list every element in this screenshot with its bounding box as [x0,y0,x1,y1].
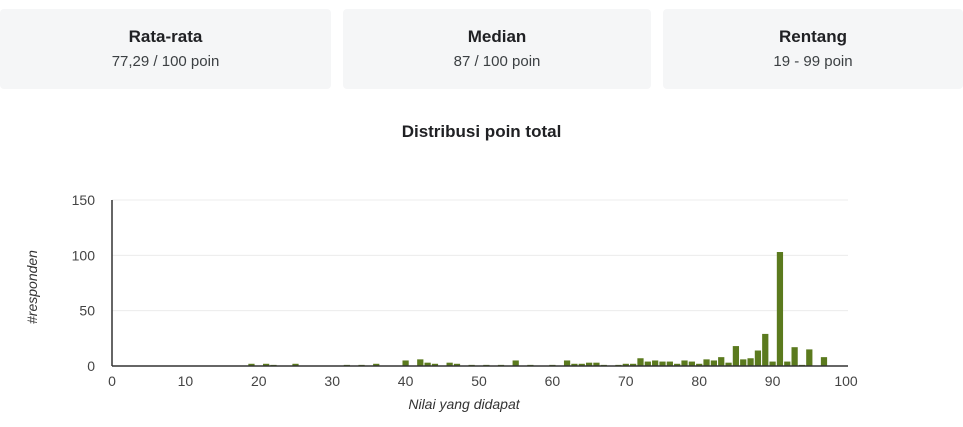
histogram-bar [769,361,776,366]
histogram-bar [585,362,593,366]
histogram-bar [622,363,629,366]
y-tick-label: 50 [79,303,95,319]
x-tick-label: 90 [765,373,781,389]
histogram-bar [402,360,409,366]
histogram-bar [681,360,688,366]
x-tick-label: 60 [545,373,561,389]
histogram-bar [740,359,747,366]
histogram-bar [453,363,461,366]
histogram-bar [417,359,424,366]
stat-card-mean: Rata-rata 77,29 / 100 poin [0,9,331,89]
histogram-bar [644,361,651,366]
x-axis-label: Nilai yang didapat [408,396,520,412]
histogram-bar [446,362,453,366]
histogram-bar [784,361,791,366]
x-tick-label: 40 [398,373,414,389]
stat-card-median: Median 87 / 100 poin [343,9,651,89]
histogram-chart: 0 50 100 150 0 10 20 30 40 50 60 70 80 90 100 Nilai yan… [24,192,858,412]
histogram-bar [688,361,695,366]
stat-label-median: Median [467,27,527,46]
x-tick-label: 80 [691,373,707,389]
stat-label-range: Rentang [779,27,847,46]
histogram-bar [666,361,673,366]
histogram-bar [696,363,703,366]
histogram-bar [373,363,380,366]
y-tick-label: 100 [72,247,96,263]
histogram-bar [263,363,270,366]
x-tick-label: 50 [471,373,487,389]
histogram-bar [806,349,813,366]
histogram-bar [424,362,431,366]
histogram-bar [578,363,585,366]
histogram-bar [732,346,740,366]
histogram-bar [754,350,762,366]
y-axis-label: #responden [24,250,40,324]
histogram-bar [571,363,578,366]
histogram-bar [431,363,439,366]
x-tick-label: 10 [178,373,194,389]
histogram-bar [820,357,828,366]
histogram-bar [674,363,681,366]
histogram-bar [791,347,798,366]
stat-label-mean: Rata-rata [128,27,203,46]
x-tick-label: 20 [251,373,267,389]
histogram-bar [630,363,637,366]
stat-value-median: 87 / 100 poin [453,53,541,70]
histogram-bar [292,363,299,366]
histogram-bar [747,358,754,366]
histogram-bar [248,363,255,366]
histogram-bar [659,361,666,366]
stat-value-mean: 77,29 / 100 poin [111,53,220,70]
histogram-bar [637,358,644,366]
histogram-bar [776,252,784,366]
summary-cards: Rata-rata 77,29 / 100 poin Median 87 / 1… [0,9,963,89]
histogram-bar [725,362,732,366]
histogram-bar [652,360,659,366]
stat-value-range: 19 - 99 poin [773,53,853,70]
histogram-bar [563,360,571,366]
y-tick-label: 0 [87,358,95,374]
stat-card-range: Rentang 19 - 99 poin [663,9,963,89]
histogram-bar [710,360,717,366]
x-tick-label: 100 [834,373,858,389]
x-tick-label: 0 [108,373,116,389]
x-tick-label: 70 [618,373,634,389]
histogram-bar [703,359,710,366]
chart-title: Distribusi poin total [401,122,562,141]
y-tick-label: 150 [72,192,96,208]
x-tick-label: 30 [324,373,340,389]
histogram-bar [512,360,519,366]
histogram-bar [718,357,725,366]
histogram-bar [762,333,769,366]
histogram-bar [593,362,600,366]
